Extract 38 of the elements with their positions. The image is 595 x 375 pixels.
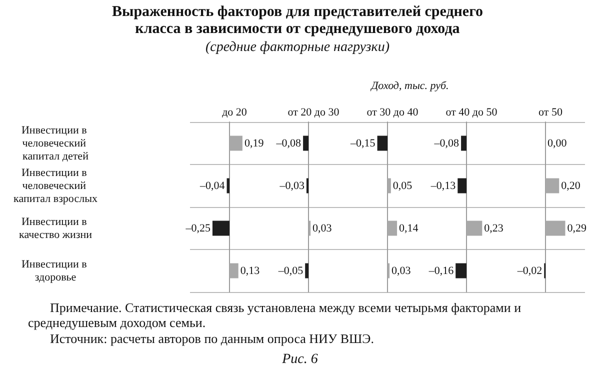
- chart-title: от 50: [538, 106, 563, 118]
- chart-title: от 40 до 50: [446, 106, 498, 118]
- chart-title: от 30 до 40: [366, 106, 419, 118]
- data-label: 0,20: [561, 180, 581, 192]
- data-label: 0,14: [399, 222, 419, 234]
- data-label: –0,08: [275, 137, 302, 150]
- data-label: 0,19: [244, 137, 264, 150]
- bar: [388, 220, 398, 236]
- data-label: 0,05: [392, 180, 413, 192]
- data-label: –0,03: [278, 180, 305, 192]
- text: Выраженность факторов для представителей среднего класса в зависимости от среднедушевого дохода: [110, 4, 484, 38]
- text: Источник: расчеты авторов по данным опроса НИУ ВШЭ.: [50, 331, 375, 347]
- bar: [377, 136, 388, 151]
- chart-title: от 20 до 30: [288, 106, 340, 118]
- y-tick-label: Инвестиции в человеческий капитал взрослых: [14, 166, 98, 205]
- data-label: –0,05: [277, 264, 304, 277]
- y-tick-label: Инвестиции в качество жизни: [19, 216, 92, 241]
- chart-title: до 20: [222, 106, 248, 118]
- data-label: –0,08: [433, 137, 460, 150]
- data-label: –0,13: [430, 180, 456, 192]
- y-tick-label: Инвестиции в человеческий капитал детей: [21, 124, 90, 162]
- data-label: 0,00: [548, 137, 568, 150]
- text: Рис. 6: [281, 352, 319, 368]
- data-label: –0,25: [184, 222, 211, 234]
- data-label: –0,16: [428, 264, 454, 277]
- data-label: 0,03: [392, 264, 412, 277]
- data-label: –0,15: [350, 137, 376, 150]
- data-label: –0,04: [199, 180, 226, 192]
- data-label: 0,03: [312, 222, 332, 234]
- data-label: 0,23: [484, 222, 504, 234]
- data-label: –0,02: [516, 264, 542, 277]
- data-label: 0,29: [567, 222, 587, 234]
- bar: [388, 178, 391, 194]
- text: Примечание. Статистическая связь установлена между всеми четырьмя факторами и среднедушевым доходом семьи.: [28, 300, 522, 330]
- y-tick-label: Инвестиции в здоровье: [21, 258, 90, 284]
- text: Доход, тыс. руб.: [370, 80, 450, 92]
- text: (средние факторные нагрузки): [204, 40, 390, 56]
- data-label: 0,13: [240, 264, 260, 277]
